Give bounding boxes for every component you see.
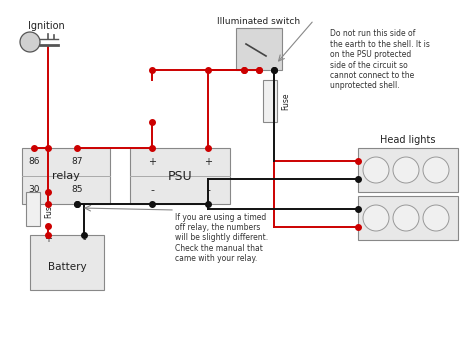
Circle shape (393, 205, 419, 231)
Circle shape (423, 157, 449, 183)
Bar (236, 28, 282, 70)
Text: PSU: PSU (168, 169, 192, 182)
Text: -: - (206, 185, 210, 195)
Text: Ignition: Ignition (27, 21, 64, 31)
Text: Fuse: Fuse (281, 92, 290, 110)
Circle shape (363, 157, 389, 183)
Bar (130, 148, 230, 204)
Text: +: + (44, 234, 52, 244)
Bar (263, 80, 277, 122)
Text: 85: 85 (71, 186, 83, 194)
Text: -: - (82, 234, 86, 244)
Text: Fuse: Fuse (44, 200, 53, 218)
Circle shape (363, 205, 389, 231)
Bar (358, 196, 458, 240)
Text: 30: 30 (28, 186, 40, 194)
Text: If you are using a timed
off relay, the numbers
will be slightly different.
Chec: If you are using a timed off relay, the … (175, 213, 268, 263)
Text: Head lights: Head lights (380, 135, 436, 145)
Circle shape (393, 157, 419, 183)
Text: Do not run this side of
the earth to the shell. It is
on the PSU protected
side : Do not run this side of the earth to the… (330, 30, 430, 90)
Circle shape (423, 205, 449, 231)
Bar (358, 148, 458, 192)
Circle shape (20, 32, 40, 52)
Text: relay: relay (52, 171, 80, 181)
Bar (26, 192, 40, 226)
Text: +: + (148, 157, 156, 167)
Text: Battery: Battery (48, 263, 86, 272)
Text: Illuminated switch: Illuminated switch (218, 17, 301, 27)
Bar (22, 148, 110, 204)
Text: +: + (204, 157, 212, 167)
Text: -: - (150, 185, 154, 195)
Bar (30, 235, 104, 290)
Text: 87: 87 (71, 158, 83, 166)
Text: 86: 86 (28, 158, 40, 166)
